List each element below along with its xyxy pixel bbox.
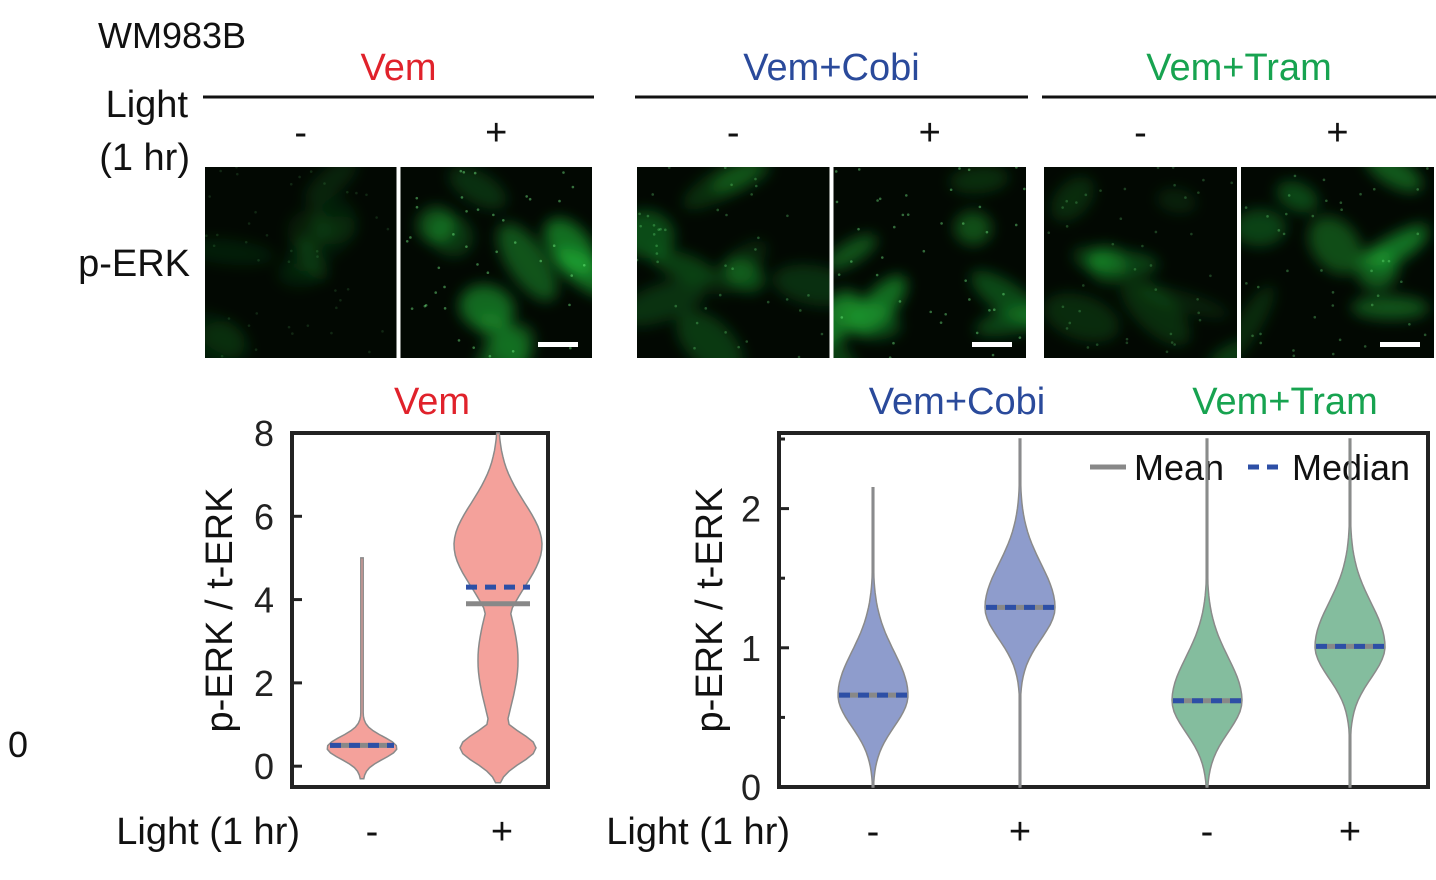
x-category-label: +: [1009, 811, 1031, 853]
legend-mean-label: Mean: [1134, 447, 1224, 488]
violin-3: [1314, 438, 1386, 788]
light-condition-2-1: +: [1326, 112, 1348, 154]
group-title-0: Vem: [360, 47, 436, 89]
y-tick-label: 0: [254, 746, 274, 787]
violin-2: [1171, 438, 1243, 788]
x-category-label: -: [1201, 811, 1214, 853]
scale-bar: [972, 342, 1012, 347]
violin-vem-1: [453, 432, 543, 784]
violin-1: [984, 438, 1056, 788]
scale-bar: [1380, 342, 1420, 347]
y-tick-label: 6: [254, 496, 274, 537]
violin-vem-0: [326, 557, 398, 780]
cells-micrograph: [1044, 167, 1237, 358]
chart-right-title-tram: Vem+Tram: [1192, 381, 1377, 423]
light-condition-1-1: +: [919, 112, 941, 154]
light-condition-2-0: -: [1134, 112, 1147, 154]
group-title-1: Vem+Cobi: [743, 47, 919, 89]
micrograph-panels: Vem- +Vem+Cobi- +Vem+Tram- +: [203, 47, 1436, 358]
cells-micrograph: [1241, 167, 1434, 358]
cells-micrograph: [637, 167, 830, 358]
x-category-label: +: [491, 811, 513, 853]
chart-right-ylabel: p-ERK / t-ERK: [689, 488, 731, 733]
y-tick-label: 1: [741, 628, 761, 669]
group-title-2: Vem+Tram: [1146, 47, 1331, 89]
bright-cells-micrograph: [833, 167, 1026, 358]
violin-0: [837, 486, 909, 788]
x-category-label: -: [867, 811, 880, 853]
cell-line-label: WM983B: [98, 15, 246, 56]
y-tick-label: 4: [254, 580, 274, 621]
y-tick-label: 2: [741, 489, 761, 530]
light-condition-0-1: +: [485, 112, 507, 154]
y-tick-label: 8: [254, 413, 274, 454]
light-label-line1: Light: [106, 84, 189, 126]
dim-cells-micrograph: [205, 167, 397, 358]
chart-left-ylabel: p-ERK / t-ERK: [199, 488, 241, 733]
chart-right-xlabel: Light (1 hr): [606, 811, 790, 853]
stray-zero-label: 0: [8, 724, 28, 765]
chart-right-title-cobi: Vem+Cobi: [869, 381, 1045, 423]
light-label-line2: (1 hr): [99, 137, 190, 179]
x-category-label: +: [1339, 811, 1361, 853]
light-condition-0-0: -: [294, 112, 307, 154]
scale-bar: [538, 342, 578, 347]
y-tick-label: 2: [254, 663, 274, 704]
bright-cells-micrograph: [400, 167, 592, 358]
chart-left-xlabel: Light (1 hr): [116, 811, 300, 853]
chart-left-title: Vem: [394, 381, 470, 423]
violin-chart-cobi-tram: Vem+Cobi Vem+Tram p-ERK / t-ERK Light (1…: [606, 381, 1430, 853]
light-condition-1-0: -: [727, 112, 740, 154]
chart-right-frame: [777, 431, 1430, 789]
legend: Mean Median: [1090, 447, 1410, 488]
violin-chart-vem: Vem p-ERK / t-ERK Light (1 hr) 0 2 4 6 8 - +: [116, 381, 550, 853]
image-row-label: p-ERK: [78, 243, 190, 285]
chart-left-frame: [290, 431, 550, 789]
y-tick-label: 0: [741, 767, 761, 808]
x-category-label: -: [366, 811, 379, 853]
